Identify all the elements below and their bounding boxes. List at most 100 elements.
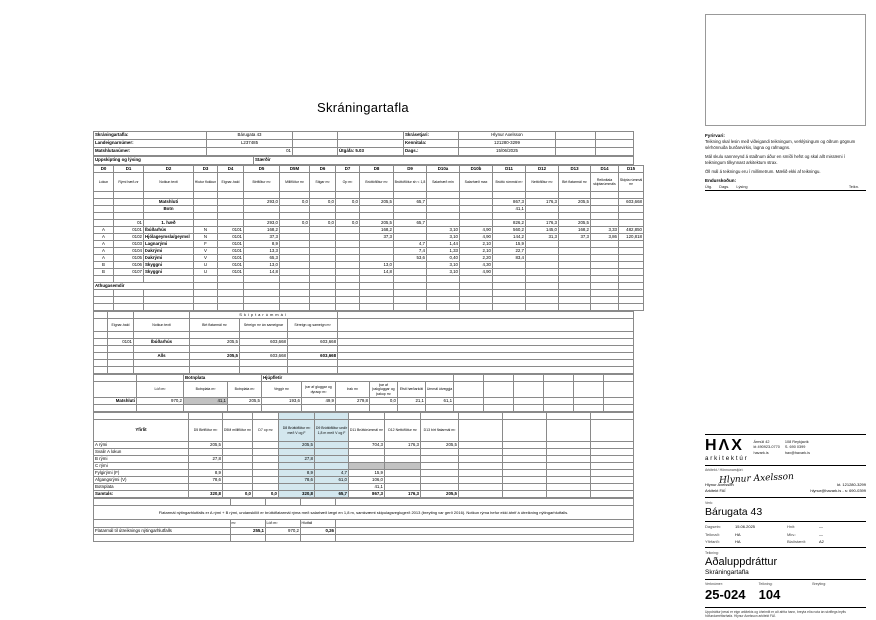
table-cell: Skrásetjari: [403,131,459,140]
table-cell [558,205,591,213]
table-cell: 0,0 [335,219,360,227]
table-cell [309,233,336,241]
table-cell [217,191,244,199]
table-cell: D5M [279,165,310,173]
table-cell: 205,5 [359,198,394,206]
table-cell [278,483,315,491]
table-cell: Fylgirými (F) [93,469,189,477]
table-cell: Flatarmál nýtingarhlutfalls er A rými + … [93,505,634,520]
table-cell [286,331,339,339]
table-cell [193,198,218,206]
table-cell [558,268,591,276]
table-cell [279,303,310,311]
table-cell [393,212,427,220]
table-cell [618,254,644,262]
table-cell: Alls [133,352,190,360]
table-cell: 65,7 [314,490,349,498]
table-cell [384,412,421,420]
table-cell [393,233,427,241]
table-cell [217,282,244,290]
table-cell [252,455,279,463]
table-cell: D11 Brúttórúmmál m³ [348,419,385,442]
table-cell [314,412,349,420]
table-cell [618,261,644,269]
table-cell: 8,9 [188,469,223,477]
table-cell: D15 [618,165,644,173]
table-cell: D8 [359,165,394,173]
table-cell: Hlutfall [300,519,336,528]
table-row: Samtals: 320,8 0,0 0,0 320,8 65,7 867,3 176,3 20… [93,490,634,498]
table-cell: 205,5 [227,397,262,405]
table-cell [314,441,349,449]
meta-value: HA [735,539,741,545]
table-row: A 0103 Lagnarými F 0101 8,9 4,7 1,44 2,10 15,9 [93,240,644,248]
table-cell [525,268,559,276]
table-cell [107,331,134,339]
table-cell: 293,0 [243,198,280,206]
table-cell: Eignar-hald [107,318,134,332]
table-cell [189,345,240,353]
table-cell [483,374,515,382]
table-cell: D12 [525,165,559,173]
table-cell [543,381,575,398]
table-cell: 2,10 [459,247,493,255]
table-row [93,212,644,220]
endurskodun-block: Endurskoðun: Útg. Dags. Lýsing Teikn. [705,178,866,192]
table-cell [278,448,315,456]
table-cell [279,226,310,234]
table-cell [292,147,338,156]
table-cell: 320,8 [278,490,315,498]
table-cell [93,331,108,339]
table-cell [453,397,485,405]
table-row [93,366,635,374]
table-cell [420,476,459,484]
table-cell [337,338,635,346]
table-cell: Birt flatarmál m² [558,172,591,192]
table-cell [393,275,427,283]
firm-email: hax@havark.is [784,451,811,456]
table-cell: 826,2 [492,219,526,227]
table-cell: D10a [426,165,460,173]
table-cell [384,476,421,484]
table-cell: 145,0 [525,226,559,234]
table-cell [93,318,108,332]
table-cell: 176,3 [384,490,421,498]
table-cell [93,275,114,283]
table-cell [230,534,266,542]
table-cell [286,359,339,367]
table-cell: 01 [206,147,293,156]
table-cell: Skráningartafla: [93,131,207,140]
table-cell [525,275,559,283]
table-cell [309,268,336,276]
table-cell [393,191,427,199]
table-cell [618,219,644,227]
table-cell [335,254,360,262]
table-cell [384,455,421,463]
teikning-block: Teikning: Aðaluppdráttur Skráningartafla [705,547,866,579]
verknumer-group: Verknúmer: 25-024 [705,582,759,602]
table-cell: U [193,261,218,269]
table-cell: m² [230,519,266,528]
table-cell [193,212,218,220]
table-cell [335,498,634,506]
architect-title: Arkitekt FAÍ [705,488,726,494]
table-cell [335,226,360,234]
table-cell: D10b [459,165,493,173]
table-cell: D1 [113,165,144,173]
table-cell [420,462,459,470]
table-cell: Reiknitala skiptarúmmáls [590,172,619,192]
table-cell: 704,3 [348,441,385,449]
table-row [93,534,634,542]
table-cell [590,469,634,477]
table-cell: Botnplata [93,483,189,491]
table-cell: D3 [193,165,218,173]
meta-grid: Dagsetn: 15.06.2025 Hnit: — Teiknað: HA … [705,524,866,544]
table-cell: A [93,226,114,234]
table-cell [93,352,108,360]
table-cell: 14,8 [359,268,394,276]
table-cell: 120,818 [618,233,644,241]
table-cell [558,247,591,255]
table-cell: Skyggni [143,268,194,276]
table-cell [590,296,619,304]
table-cell [309,296,336,304]
